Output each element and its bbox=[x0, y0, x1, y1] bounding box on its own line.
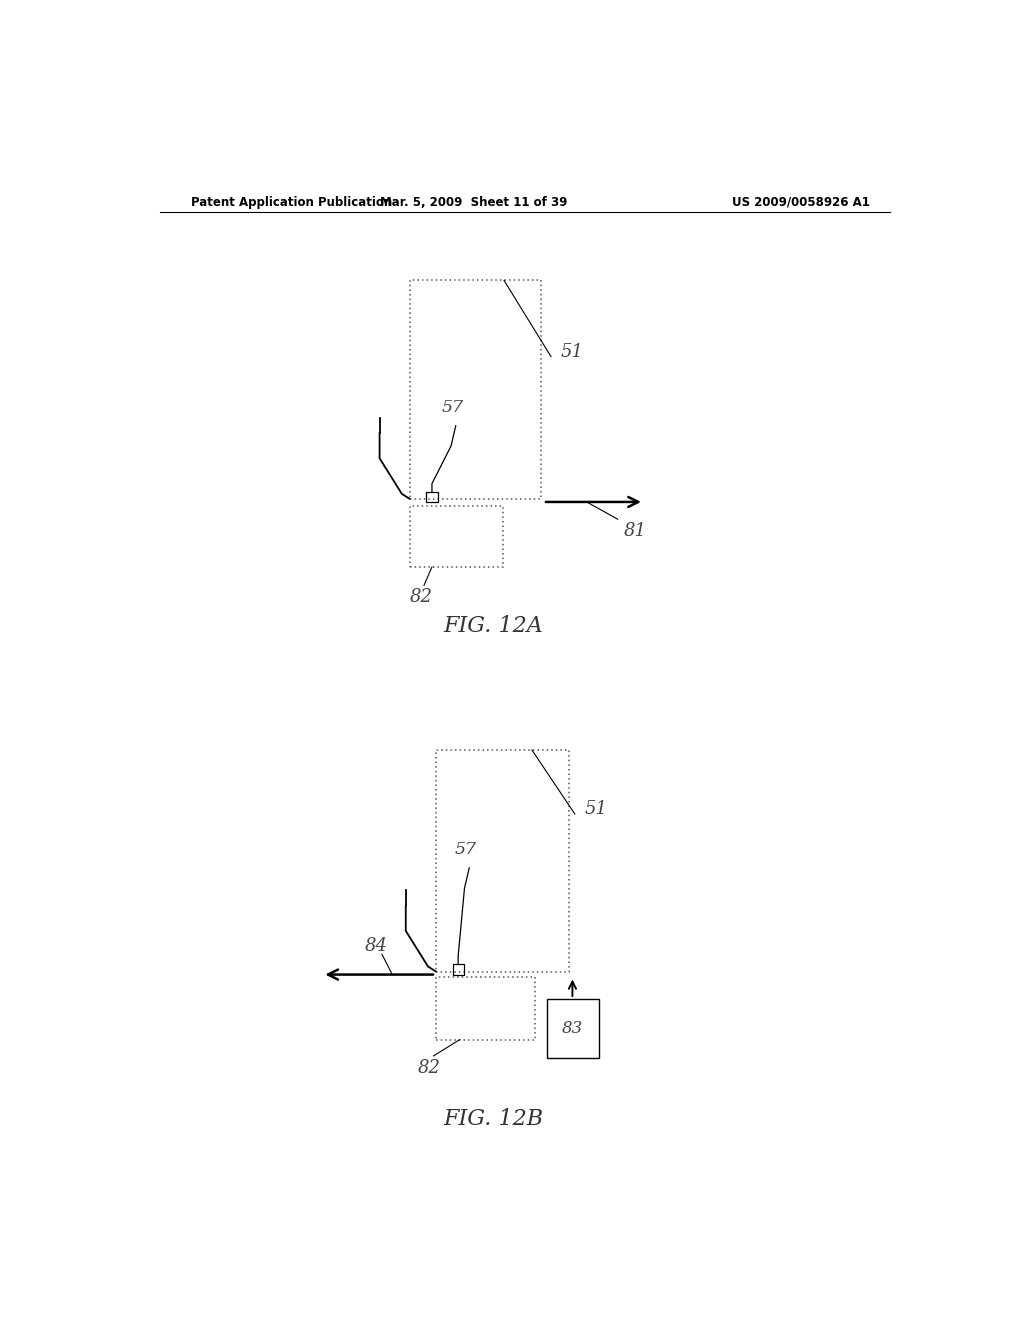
Text: 57: 57 bbox=[441, 399, 464, 416]
Text: 83: 83 bbox=[562, 1020, 584, 1038]
Text: 82: 82 bbox=[410, 589, 433, 606]
Text: 51: 51 bbox=[585, 800, 607, 818]
Text: 82: 82 bbox=[418, 1059, 440, 1077]
Text: Patent Application Publication: Patent Application Publication bbox=[191, 195, 393, 209]
Text: 84: 84 bbox=[365, 937, 387, 956]
Text: 57: 57 bbox=[455, 841, 477, 858]
Text: 81: 81 bbox=[624, 523, 647, 540]
Text: US 2009/0058926 A1: US 2009/0058926 A1 bbox=[732, 195, 870, 209]
Text: FIG. 12B: FIG. 12B bbox=[443, 1107, 543, 1130]
Text: 51: 51 bbox=[560, 342, 584, 360]
Text: Mar. 5, 2009  Sheet 11 of 39: Mar. 5, 2009 Sheet 11 of 39 bbox=[380, 195, 567, 209]
Text: FIG. 12A: FIG. 12A bbox=[443, 615, 543, 638]
